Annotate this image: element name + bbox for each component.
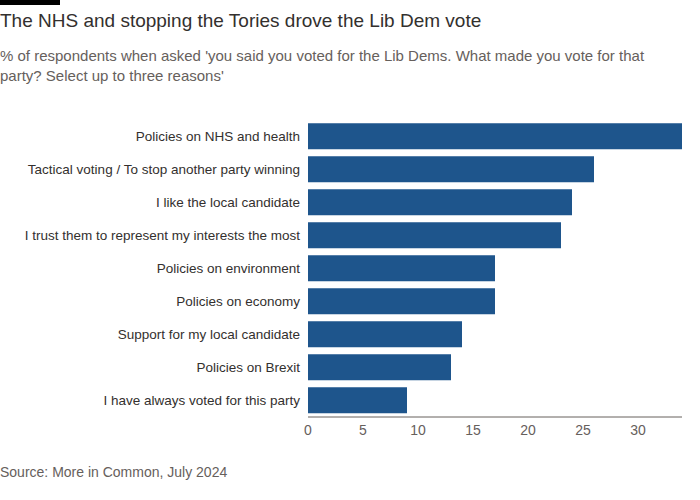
svg-text:15: 15	[465, 422, 481, 438]
svg-text:5: 5	[359, 422, 367, 438]
svg-text:25: 25	[575, 422, 591, 438]
html-text:Source: More in Common, July 2: Source: More in Common, July 2024	[0, 464, 228, 480]
svg-text:I have always voted for this p: I have always voted for this party	[103, 393, 300, 408]
svg-text:10: 10	[410, 422, 426, 438]
svg-text:Tactical voting / To stop anot: Tactical voting / To stop another party …	[28, 162, 300, 177]
html-text:% of respondents when asked 'y: % of respondents when asked 'you said yo…	[0, 47, 645, 84]
svg-text:Policies on Brexit: Policies on Brexit	[196, 360, 300, 375]
svg-text:30: 30	[630, 422, 646, 438]
svg-text:I like the local candidate: I like the local candidate	[156, 195, 300, 210]
svg-text:I trust them to represent my i: I trust them to represent my interests t…	[25, 228, 301, 243]
svg-text:Policies on economy: Policies on economy	[176, 294, 300, 309]
svg-text:20: 20	[520, 422, 536, 438]
svg-text:0: 0	[304, 422, 312, 438]
svg-text:Support for my local candidate: Support for my local candidate	[118, 327, 300, 342]
svg-text:Policies on environment: Policies on environment	[157, 261, 301, 276]
svg-text:Policies on NHS and health: Policies on NHS and health	[136, 129, 300, 144]
html-text:The NHS and stopping the Torie: The NHS and stopping the Tories drove th…	[0, 10, 482, 31]
